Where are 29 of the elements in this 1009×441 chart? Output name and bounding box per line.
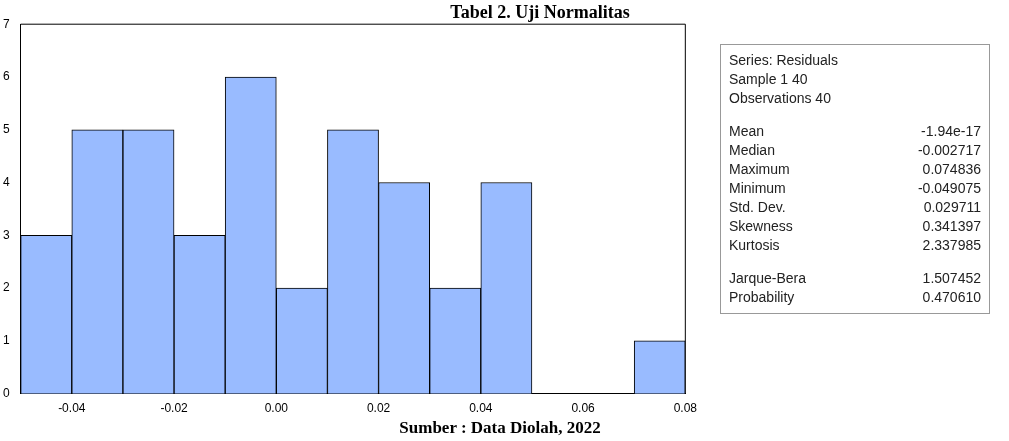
text: Series: Residuals xyxy=(729,51,839,70)
y-tick-label: 5 xyxy=(2,122,10,137)
y-tick-label: 3 xyxy=(2,227,10,242)
text: Sumber : Data Diolah, 2022 xyxy=(398,418,602,438)
x-tick-label: -0.04 xyxy=(58,401,86,416)
text: Mean -1.94e-17 xyxy=(729,123,981,139)
y-tick-label: 2 xyxy=(2,280,10,295)
x-tick-label: 0.06 xyxy=(571,401,596,416)
text: Skewness 0.341397 xyxy=(729,218,981,234)
x-tick-label: 0.00 xyxy=(264,401,289,416)
text: Observations 40 xyxy=(729,89,832,108)
x-tick-label: -0.02 xyxy=(160,401,189,416)
y-tick-label: 7 xyxy=(2,16,10,31)
x-tick-label: 0.02 xyxy=(366,401,391,416)
y-tick-label: 1 xyxy=(2,333,10,348)
x-tick-label: 0.08 xyxy=(673,401,698,416)
chart-title: Tabel 2. Uji Normalitas xyxy=(449,2,631,23)
text: Minimum -0.049075 xyxy=(729,180,981,196)
y-tick-label: 6 xyxy=(2,69,10,84)
y-tick-label: 4 xyxy=(2,174,10,189)
text: Sample 1 40 xyxy=(729,70,809,89)
text: Maximum 0.074836 xyxy=(729,161,981,177)
text: Median -0.002717 xyxy=(729,142,981,158)
y-tick-label: 0 xyxy=(2,385,10,400)
text: Std. Dev. 0.029711 xyxy=(729,199,981,215)
text: Probability 0.470610 xyxy=(729,289,981,305)
x-tick-label: 0.04 xyxy=(469,401,493,416)
text: Kurtosis 2.337985 xyxy=(729,237,981,253)
text: Jarque-Bera 1.507452 xyxy=(729,270,981,286)
